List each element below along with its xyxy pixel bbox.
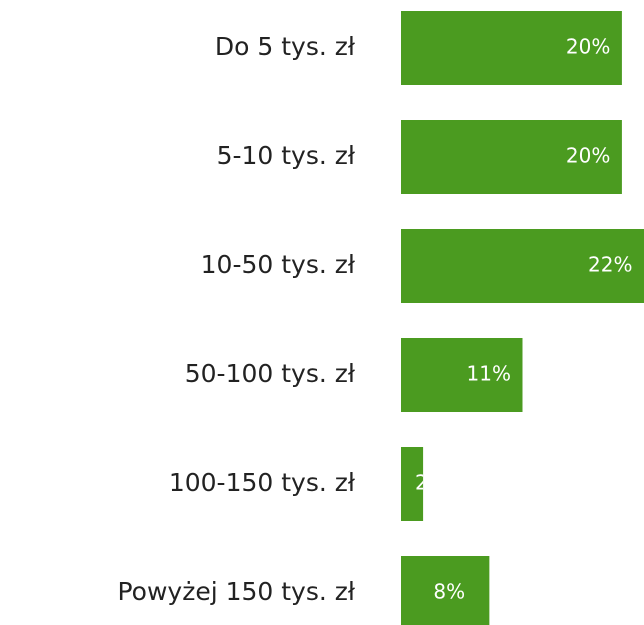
category-label: Powyżej 150 tys. zł xyxy=(117,577,355,606)
value-label: 8% xyxy=(433,580,465,604)
value-label: 20% xyxy=(566,144,610,168)
value-label: 11% xyxy=(467,362,511,386)
bar xyxy=(401,229,644,303)
category-label: Do 5 tys. zł xyxy=(215,32,356,61)
category-label: 10-50 tys. zł xyxy=(201,250,356,279)
value-label: 2% xyxy=(415,471,447,495)
bar xyxy=(401,556,490,625)
category-label: 50-100 tys. zł xyxy=(185,359,356,388)
bar xyxy=(401,447,424,521)
value-label: 22% xyxy=(588,253,632,277)
category-label: 100-150 tys. zł xyxy=(169,468,356,497)
value-label: 20% xyxy=(566,35,610,59)
category-label: 5-10 tys. zł xyxy=(217,141,356,170)
bar xyxy=(401,11,622,85)
bar xyxy=(401,120,622,194)
bar xyxy=(401,338,523,412)
